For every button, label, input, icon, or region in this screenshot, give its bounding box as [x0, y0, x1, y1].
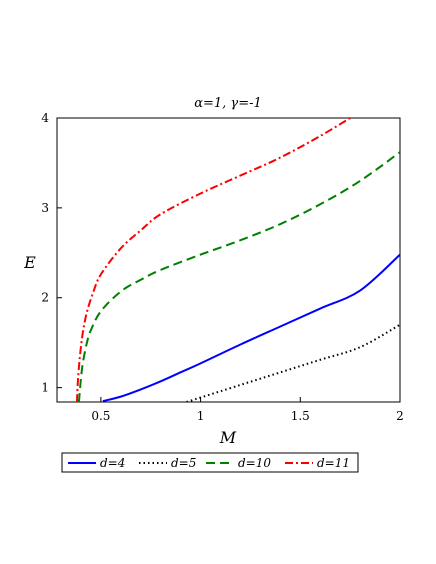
series-line-d-4 [102, 253, 400, 402]
tick-layer: 0.5 1 1.5 2 1 2 3 4 [41, 111, 403, 423]
series-line-d-10 [77, 151, 400, 402]
series-layer [75, 118, 400, 402]
plot-frame [56, 117, 401, 403]
y-tick-label: 3 [41, 201, 49, 215]
series-line-d-11 [75, 118, 351, 402]
x-tick-label: 1.5 [291, 409, 310, 423]
x-tick-label: 1 [197, 409, 205, 423]
chart-title: α=1, γ=-1 [194, 96, 262, 111]
legend-label: d=10 [238, 456, 271, 470]
y-tick-label: 1 [41, 381, 49, 395]
x-axis-label: M [219, 428, 237, 447]
legend-label: d=11 [317, 456, 350, 470]
series-line-d-5 [186, 323, 400, 402]
legend-label: d=4 [100, 456, 125, 470]
y-tick-label: 4 [41, 111, 49, 125]
x-tick-label: 2 [396, 409, 404, 423]
legend-label: d=5 [171, 456, 196, 470]
x-tick-label: 0.5 [91, 409, 110, 423]
y-tick-label: 2 [41, 291, 49, 305]
y-axis-label: E [23, 253, 36, 272]
legend: d=4 d=5 d=10 d=11 [61, 452, 359, 473]
